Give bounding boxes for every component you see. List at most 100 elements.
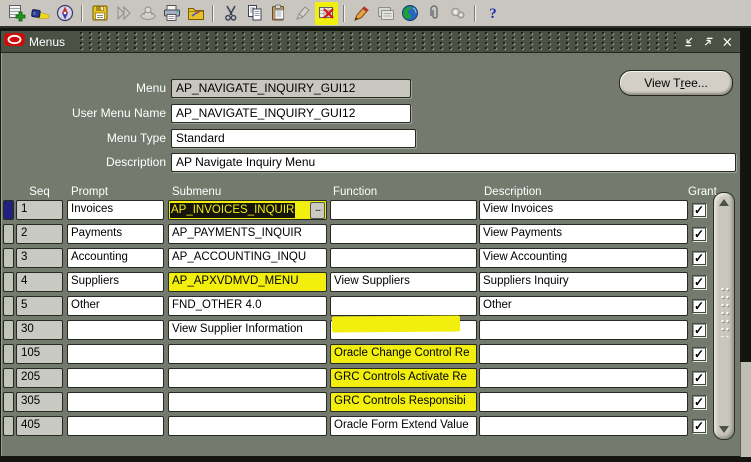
menu-label: Menu — [135, 81, 166, 95]
submenu-cell[interactable]: FND_OTHER 4.0... — [168, 296, 327, 316]
zoom-icon[interactable] — [398, 2, 421, 25]
record-selector[interactable] — [3, 200, 14, 220]
table-row: 1 Invoices AP_INVOICES_INQUIR... View In… — [1, 200, 742, 220]
edit-field-icon[interactable] — [350, 2, 373, 25]
toolbar-separator — [81, 4, 83, 22]
description-cell[interactable] — [479, 344, 688, 364]
user-menu-name-field[interactable]: AP_NAVIGATE_INQUIRY_GUI12 — [171, 104, 411, 123]
prompt-cell[interactable] — [67, 392, 164, 412]
function-cell[interactable] — [330, 248, 477, 268]
record-selector[interactable] — [3, 344, 14, 364]
col-header-function: Function — [333, 186, 378, 198]
close-form-icon[interactable] — [184, 2, 207, 25]
record-selector[interactable] — [3, 320, 14, 340]
restore-icon[interactable] — [700, 34, 716, 49]
grant-checkbox[interactable]: ✓ — [692, 227, 706, 241]
submenu-cell[interactable]: View Supplier Information... — [168, 320, 327, 340]
submenu-cell[interactable]: ... — [168, 392, 327, 412]
print-icon[interactable] — [160, 2, 183, 25]
table-row: 3 Accounting AP_ACCOUNTING_INQU... View … — [1, 248, 742, 268]
submenu-cell[interactable]: AP_APXVDMVD_MENU... — [168, 272, 327, 292]
col-header-grant: Grant — [688, 186, 717, 198]
record-scrollbar[interactable] — [713, 192, 735, 440]
function-cell[interactable] — [330, 296, 477, 316]
grant-checkbox[interactable]: ✓ — [692, 251, 706, 265]
record-selector[interactable] — [3, 224, 14, 244]
description-cell[interactable]: View Accounting — [479, 248, 688, 268]
function-cell[interactable]: Oracle Change Control Re — [330, 344, 477, 364]
grant-checkbox[interactable]: ✓ — [692, 203, 706, 217]
prompt-cell[interactable]: Suppliers — [67, 272, 164, 292]
grant-checkbox[interactable]: ✓ — [692, 323, 706, 337]
function-cell[interactable]: Oracle Form Extend Value — [330, 416, 477, 436]
new-record-icon[interactable] — [5, 2, 28, 25]
attachments-icon[interactable] — [422, 2, 445, 25]
prompt-cell[interactable] — [67, 320, 164, 340]
help-icon[interactable]: ? — [481, 2, 504, 25]
scrollbar-grip[interactable] — [720, 285, 730, 337]
submenu-cell[interactable]: AP_INVOICES_INQUIR... — [168, 200, 327, 220]
record-selector[interactable] — [3, 416, 14, 436]
description-cell[interactable] — [479, 416, 688, 436]
submenu-cell[interactable]: ... — [168, 368, 327, 388]
paste-icon[interactable] — [267, 2, 290, 25]
function-cell[interactable]: GRC Controls Activate Re — [330, 368, 477, 388]
grant-checkbox[interactable]: ✓ — [692, 395, 706, 409]
function-cell[interactable]: GRC Controls Responsibi — [330, 392, 477, 412]
window-title: Menus — [29, 34, 66, 49]
description-cell[interactable] — [479, 320, 688, 340]
description-cell[interactable]: Other — [479, 296, 688, 316]
col-header-description: Description — [484, 186, 542, 198]
record-selector[interactable] — [3, 296, 14, 316]
show-navigator-icon[interactable] — [53, 2, 76, 25]
close-icon[interactable] — [719, 34, 735, 49]
titlebar-drag-area[interactable] — [77, 31, 676, 52]
description-cell[interactable]: View Payments — [479, 224, 688, 244]
submenu-cell[interactable]: ... — [168, 416, 327, 436]
menu-type-field[interactable]: Standard — [171, 129, 416, 148]
background-window-edge — [740, 362, 751, 457]
description-cell[interactable] — [479, 392, 688, 412]
grant-checkbox[interactable]: ✓ — [692, 347, 706, 361]
prompt-cell[interactable]: Other — [67, 296, 164, 316]
record-selector[interactable] — [3, 368, 14, 388]
table-row: 305 ... GRC Controls Responsibi ✓ — [1, 392, 742, 412]
submenu-cell[interactable]: ... — [168, 344, 327, 364]
grant-checkbox[interactable]: ✓ — [692, 371, 706, 385]
prompt-cell[interactable] — [67, 416, 164, 436]
description-cell[interactable]: Suppliers Inquiry — [479, 272, 688, 292]
scroll-down-icon[interactable] — [719, 426, 729, 433]
grant-checkbox[interactable]: ✓ — [692, 419, 706, 433]
submenu-cell[interactable]: AP_ACCOUNTING_INQU... — [168, 248, 327, 268]
grant-checkbox[interactable]: ✓ — [692, 275, 706, 289]
copy-icon[interactable] — [243, 2, 266, 25]
prompt-cell[interactable]: Accounting — [67, 248, 164, 268]
grant-checkbox[interactable]: ✓ — [692, 299, 706, 313]
lov-button[interactable]: ... — [310, 201, 325, 219]
record-selector[interactable] — [3, 392, 14, 412]
prompt-cell[interactable]: Payments — [67, 224, 164, 244]
description-cell[interactable]: View Invoices — [479, 200, 688, 220]
description-field[interactable]: AP Navigate Inquiry Menu — [171, 153, 736, 172]
description-cell[interactable] — [479, 368, 688, 388]
prompt-cell[interactable] — [67, 344, 164, 364]
function-cell[interactable]: View Suppliers — [330, 272, 477, 292]
find-icon[interactable] — [29, 2, 52, 25]
delete-record-icon[interactable] — [315, 1, 338, 25]
save-icon[interactable] — [88, 2, 111, 25]
function-cell[interactable] — [330, 200, 477, 220]
record-selector[interactable] — [3, 248, 14, 268]
function-cell[interactable] — [330, 320, 477, 340]
minimize-icon[interactable] — [681, 34, 697, 49]
function-cell[interactable] — [330, 224, 477, 244]
prompt-cell[interactable] — [67, 368, 164, 388]
menu-field[interactable]: AP_NAVIGATE_INQUIRY_GUI12 — [171, 79, 411, 98]
submenu-cell[interactable]: AP_PAYMENTS_INQUIR... — [168, 224, 327, 244]
cut-icon[interactable] — [219, 2, 242, 25]
scroll-up-icon[interactable] — [719, 199, 729, 206]
prompt-cell[interactable]: Invoices — [67, 200, 164, 220]
record-selector[interactable] — [3, 272, 14, 292]
seq-cell: 3 — [16, 248, 63, 268]
